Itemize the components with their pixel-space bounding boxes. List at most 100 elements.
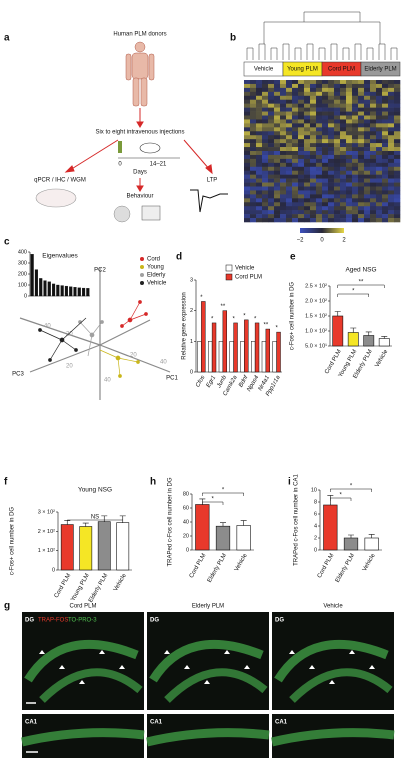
heatmap-cell xyxy=(370,158,377,164)
heatmap-cell xyxy=(250,111,257,116)
heatmap-cell xyxy=(316,135,323,140)
heatmap-cell xyxy=(394,182,401,187)
heatmap-cell xyxy=(280,194,287,199)
heatmap-cell xyxy=(340,198,347,203)
heatmap-cell xyxy=(304,174,311,179)
heatmap-cell xyxy=(316,206,323,211)
heatmap-cell xyxy=(286,115,293,120)
heatmap-cell xyxy=(340,162,347,168)
heatmap-cell xyxy=(304,131,311,136)
heatmap-cell xyxy=(286,80,293,85)
heatmap-cell xyxy=(358,190,365,195)
heatmap-cell xyxy=(262,99,269,104)
heatmap-cell xyxy=(280,131,287,136)
heatmap-cell xyxy=(340,123,347,128)
significance: * xyxy=(211,497,214,503)
heatmap-cell xyxy=(358,135,365,140)
heatmap-cell xyxy=(346,151,353,156)
heatmap-cell xyxy=(286,178,293,183)
y-tick-label: 2.0 × 10² xyxy=(305,298,327,304)
bar xyxy=(97,521,111,571)
heatmap-cell xyxy=(388,202,395,207)
y-tick-label: 5.0 × 10¹ xyxy=(305,343,327,349)
heatmap-cell xyxy=(346,198,353,203)
heatmap-cell xyxy=(292,131,299,136)
y-tick-label: 1.5 × 10² xyxy=(305,313,327,319)
heatmap-cell xyxy=(262,111,269,116)
heatmap-cell xyxy=(304,218,311,223)
heatmap-cell xyxy=(340,143,347,148)
heatmap-cell xyxy=(328,99,335,104)
heatmap-cell xyxy=(250,131,257,136)
heatmap-cell xyxy=(304,99,311,104)
heatmap-cell xyxy=(346,139,353,144)
heatmap-cell xyxy=(316,166,323,172)
heatmap-cell xyxy=(292,107,299,112)
heatmap-cell xyxy=(364,170,371,175)
heatmap-cell xyxy=(370,182,377,187)
heatmap-cell xyxy=(286,135,293,140)
heatmap-cell xyxy=(358,174,365,179)
significance: ** xyxy=(221,304,226,310)
heatmap-cell xyxy=(382,107,389,112)
heatmap-cell xyxy=(274,170,281,175)
error-bar xyxy=(365,331,372,336)
heatmap-cell xyxy=(280,170,287,175)
y-tick-label: 4 xyxy=(314,523,317,529)
heatmap-cell xyxy=(256,174,263,179)
heatmap-cell xyxy=(244,166,251,172)
heatmap-cell xyxy=(280,190,287,195)
y-axis-label: TRAPed c-Fos cell number in DG xyxy=(168,477,174,566)
heatmap-cell xyxy=(352,202,359,207)
significance: ** xyxy=(359,280,364,286)
heatmap-cell xyxy=(382,182,389,187)
heatmap-cell xyxy=(376,139,383,144)
heatmap-cell xyxy=(382,135,389,140)
heatmap-cell xyxy=(358,202,365,207)
error-bar xyxy=(368,534,375,538)
heatmap-cell xyxy=(304,83,311,89)
heatmap-cell xyxy=(352,170,359,175)
heatmap-cell xyxy=(244,131,251,136)
heatmap-cell xyxy=(262,143,269,148)
significance: * xyxy=(232,317,235,323)
heatmap-cell xyxy=(292,95,299,101)
heatmap-cell xyxy=(346,83,353,89)
heatmap-cell xyxy=(310,115,317,120)
heatmap-cell xyxy=(244,198,251,203)
heatmap-cell xyxy=(388,119,395,124)
heatmap-cell xyxy=(268,162,275,168)
y-tick-label: 100 xyxy=(18,282,27,288)
heatmap-cell xyxy=(280,103,287,108)
heatmap-cell xyxy=(322,99,329,104)
heatmap-cell xyxy=(364,198,371,203)
heatmap-cell xyxy=(244,119,251,124)
heatmap-cell xyxy=(376,143,383,148)
arrowhead xyxy=(244,665,250,669)
heatmap-cell xyxy=(376,135,383,140)
heatmap-cell xyxy=(358,214,365,219)
heatmap-cell xyxy=(322,127,329,132)
heatmap-cell xyxy=(322,202,329,207)
heatmap-cell xyxy=(334,182,341,187)
heatmap-cell xyxy=(298,123,305,128)
heatmap-cell xyxy=(286,214,293,219)
heatmap-cell xyxy=(346,210,353,215)
heatmap-cell xyxy=(334,194,341,199)
heatmap-cell xyxy=(292,198,299,203)
heatmap-cell xyxy=(268,218,275,223)
heatmap-cell xyxy=(334,107,341,112)
heatmap-cell xyxy=(244,139,251,144)
heatmap-cell xyxy=(256,87,263,93)
pyramidal-layer xyxy=(20,728,145,747)
heatmap-cell xyxy=(304,166,311,172)
heatmap-cell xyxy=(394,83,401,89)
heatmap-cell xyxy=(358,186,365,191)
heatmap-cell xyxy=(382,186,389,191)
axis-number: 20 xyxy=(66,332,73,338)
y-tick-label: 0 xyxy=(190,369,193,375)
heatmap-cell xyxy=(256,111,263,116)
heatmap-cell xyxy=(358,139,365,144)
heatmap-cell xyxy=(244,103,251,108)
dendrogram xyxy=(294,47,302,60)
